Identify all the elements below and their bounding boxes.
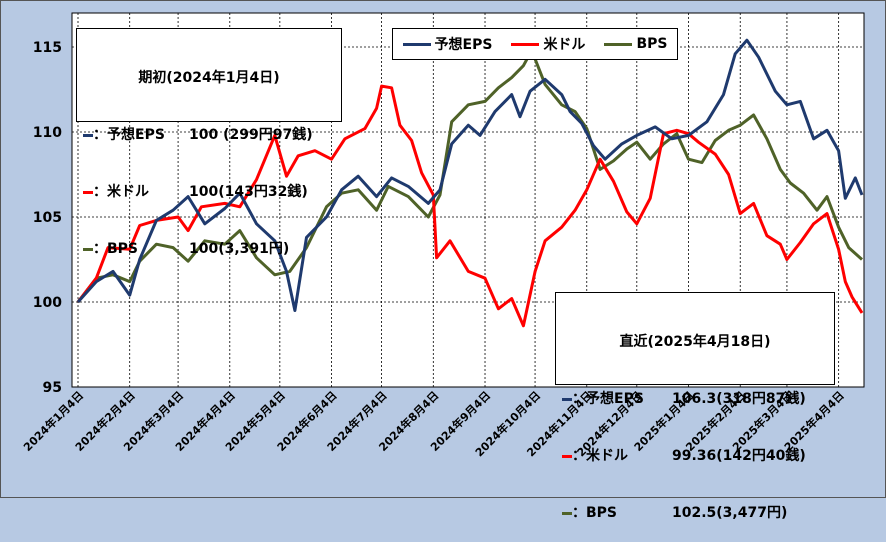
legend-bps-label: BPS	[636, 36, 668, 52]
initial-eps-label: ：予想EPS	[93, 127, 165, 143]
y-tick-label: 100	[33, 295, 62, 311]
bps-swatch	[83, 248, 93, 251]
initial-title: 期初(2024年1月4日)	[138, 70, 280, 86]
series-line-予想EPS	[76, 38, 864, 312]
legend-item-eps: 予想EPS	[402, 34, 493, 54]
initial-row-usd: ：米ドル 100(143円32銭)	[83, 183, 335, 202]
initial-usd-label: ：米ドル	[93, 184, 149, 200]
legend-item-usd: 米ドル	[511, 34, 585, 54]
legend-recent-box: 直近(2025年4月18日) ：予想EPS 106.3(318円87銭) ：米ドル…	[555, 292, 835, 521]
legend-usd-label: 米ドル	[543, 37, 586, 53]
recent-bps-label: ：BPS	[572, 505, 618, 521]
legend-eps-swatch	[402, 42, 431, 46]
initial-row-bps: ：BPS 100(3,391円)	[83, 240, 335, 259]
initial-eps-value: 100 (299円97銭)	[189, 127, 313, 143]
legend-usd-swatch	[511, 42, 540, 46]
recent-title: 直近(2025年4月18日)	[619, 334, 771, 350]
y-tick-label: 95	[43, 380, 62, 396]
initial-bps-label: ：BPS	[93, 241, 139, 257]
series-line-BPS	[76, 48, 864, 303]
initial-bps-value: 100(3,391円)	[189, 241, 290, 257]
initial-usd-value: 100(143円32銭)	[189, 184, 308, 200]
recent-eps-label: ：予想EPS	[572, 391, 644, 407]
recent-bps-swatch	[562, 512, 572, 515]
recent-row-bps: ：BPS 102.5(3,477円)	[562, 504, 828, 523]
recent-usd-label: ：米ドル	[572, 448, 628, 464]
recent-usd-value: 99.36(142円40銭)	[672, 448, 806, 464]
usd-swatch	[83, 191, 93, 194]
recent-eps-swatch	[562, 398, 572, 401]
legend-bps-swatch	[604, 42, 633, 46]
series-legend: 予想EPS 米ドル BPS	[392, 28, 678, 60]
legend-item-bps: BPS	[604, 36, 667, 52]
recent-row-usd: ：米ドル 99.36(142円40銭)	[562, 447, 828, 466]
recent-eps-value: 106.3(318円87銭)	[672, 391, 806, 407]
recent-usd-swatch	[562, 455, 572, 458]
y-tick-label: 115	[33, 40, 62, 56]
y-tick-label: 105	[33, 210, 62, 226]
y-tick-label: 110	[33, 125, 62, 141]
series-line-米ドル	[76, 84, 864, 328]
recent-row-eps: ：予想EPS 106.3(318円87銭)	[562, 390, 828, 409]
legend-eps-label: 予想EPS	[434, 37, 493, 53]
eps-swatch	[83, 134, 93, 137]
recent-bps-value: 102.5(3,477円)	[672, 505, 788, 521]
initial-row-eps: ：予想EPS 100 (299円97銭)	[83, 126, 335, 145]
legend-initial-box: 期初(2024年1月4日) ：予想EPS 100 (299円97銭) ：米ドル 10…	[76, 28, 342, 257]
